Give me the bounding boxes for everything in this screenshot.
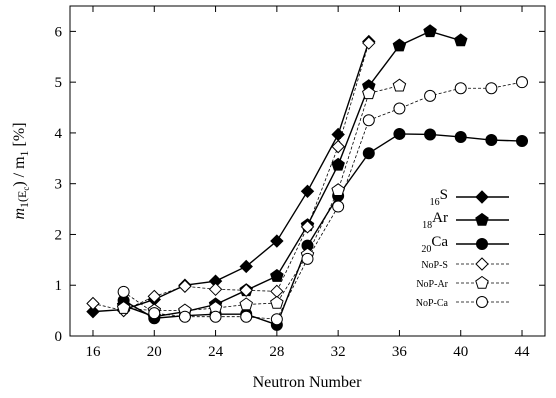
series-5-point bbox=[424, 89, 437, 102]
series-2-point bbox=[454, 130, 467, 143]
y-label-sub3: 1 bbox=[17, 150, 31, 156]
x-tick-label: 36 bbox=[392, 344, 408, 360]
legend-label-3: NoP-S bbox=[421, 260, 448, 271]
legend: 16S 18Ar 20Ca NoP-S NoP-Ar NoP-Ca bbox=[416, 187, 509, 309]
legend-label-name: S bbox=[440, 187, 448, 203]
series-markers bbox=[86, 24, 529, 331]
series-4-point bbox=[362, 86, 376, 100]
series-5-point bbox=[362, 114, 375, 127]
series-3-point bbox=[300, 220, 315, 234]
x-tick-label: 20 bbox=[147, 344, 162, 360]
series-2-point bbox=[516, 135, 529, 148]
y-label-sub2: c bbox=[21, 187, 31, 191]
y-label-m: m bbox=[11, 208, 28, 220]
y-tick-label: 0 bbox=[55, 329, 63, 345]
x-tick-label: 28 bbox=[269, 344, 284, 360]
series-1-point bbox=[392, 38, 407, 52]
y-tick-label: 2 bbox=[55, 227, 63, 243]
series-5-point bbox=[117, 285, 130, 298]
series-2-point bbox=[485, 134, 498, 147]
series-5-point bbox=[454, 82, 467, 95]
series-0-point bbox=[300, 184, 315, 199]
series-lines bbox=[92, 30, 523, 326]
legend-marker-5 bbox=[476, 296, 488, 308]
y-tick-label: 5 bbox=[55, 75, 63, 91]
series-0-point bbox=[270, 234, 284, 248]
legend-marker-0 bbox=[475, 190, 489, 204]
series-1-point bbox=[423, 24, 437, 38]
series-line-3 bbox=[92, 42, 370, 312]
series-5-point bbox=[332, 200, 345, 213]
legend-label-4: NoP-Ar bbox=[416, 279, 448, 290]
legend-marker-1 bbox=[475, 212, 489, 226]
series-4-point bbox=[392, 78, 407, 92]
series-3-point bbox=[239, 283, 253, 298]
legend-label-2: 20Ca bbox=[421, 234, 448, 255]
series-5-point bbox=[178, 310, 191, 323]
y-tick-label: 1 bbox=[55, 278, 63, 294]
series-5-point bbox=[209, 310, 222, 323]
series-4-point bbox=[116, 300, 131, 314]
y-label-unit: [%] bbox=[11, 122, 28, 150]
series-3-point bbox=[331, 139, 345, 154]
series-4-point bbox=[239, 297, 253, 311]
series-5-point bbox=[485, 82, 498, 95]
series-3-point bbox=[362, 36, 376, 50]
legend-marker-2 bbox=[476, 238, 488, 250]
series-4-point bbox=[331, 183, 345, 197]
series-line-0 bbox=[92, 41, 370, 313]
x-axis-label: Neutron Number bbox=[253, 374, 363, 391]
x-tick-label: 40 bbox=[453, 344, 468, 360]
series-2-point bbox=[424, 128, 437, 141]
y-label-sub1: 1 bbox=[17, 202, 31, 208]
series-line-1 bbox=[123, 30, 461, 318]
series-1-point bbox=[270, 268, 284, 282]
series-5-point bbox=[516, 76, 529, 89]
series-5-point bbox=[393, 102, 406, 115]
series-0-point bbox=[86, 304, 100, 319]
series-3-point bbox=[86, 296, 100, 311]
series-5-point bbox=[301, 252, 314, 265]
series-4-point bbox=[270, 295, 284, 309]
series-3-point bbox=[147, 289, 161, 304]
legend-label-prefix: 16 bbox=[430, 197, 440, 208]
legend-label-name: Ca bbox=[431, 234, 448, 250]
axis-ticks: 16 20 24 28 32 36 40 44 0 1 2 3 4 5 6 bbox=[55, 6, 545, 360]
series-0-point bbox=[331, 127, 345, 142]
y-axis-label: m1(Ec) / m1 [%] bbox=[11, 122, 31, 219]
y-label-paren: (E bbox=[15, 191, 29, 202]
x-tick-label: 24 bbox=[208, 344, 224, 360]
series-5-point bbox=[270, 313, 283, 326]
y-tick-label: 6 bbox=[55, 24, 63, 40]
series-1-point bbox=[331, 157, 345, 171]
series-line-4 bbox=[123, 85, 400, 312]
series-5-point bbox=[148, 307, 161, 320]
legend-label-prefix: 20 bbox=[421, 244, 431, 255]
legend-label-5: NoP-Ca bbox=[416, 298, 449, 309]
y-tick-label: 3 bbox=[55, 177, 63, 193]
legend-label-name: Ar bbox=[432, 210, 448, 226]
x-tick-label: 16 bbox=[85, 344, 101, 360]
legend-label-0: 16S bbox=[430, 187, 448, 208]
x-tick-label: 32 bbox=[331, 344, 346, 360]
series-3-point bbox=[270, 284, 284, 299]
x-tick-label: 44 bbox=[515, 344, 531, 360]
series-5-point bbox=[240, 310, 253, 323]
series-3-point bbox=[208, 282, 223, 296]
series-2-point bbox=[393, 127, 406, 140]
series-1-point bbox=[453, 33, 468, 47]
y-tick-label: 4 bbox=[55, 126, 63, 142]
y-label-end: ) / m bbox=[11, 156, 28, 187]
series-0-point bbox=[239, 259, 253, 274]
legend-marker-3 bbox=[475, 257, 489, 271]
series-3-point bbox=[178, 279, 192, 293]
legend-label-prefix: 18 bbox=[422, 220, 432, 231]
legend-marker-4 bbox=[475, 275, 489, 289]
plot-frame bbox=[69, 5, 546, 337]
legend-label-1: 18Ar bbox=[422, 210, 448, 231]
series-2-point bbox=[362, 147, 375, 160]
